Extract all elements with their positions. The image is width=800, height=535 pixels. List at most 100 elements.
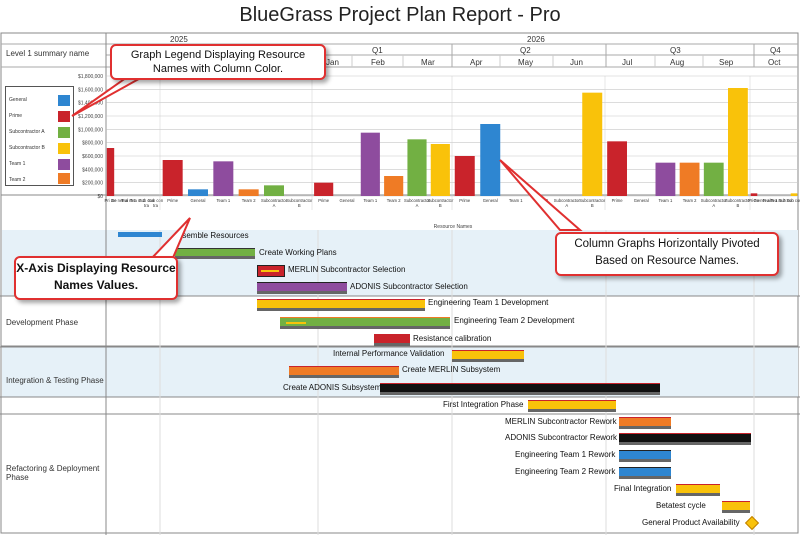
task-label-internal-validation: Internal Performance Validation xyxy=(333,349,445,358)
bar-internal-validation-base xyxy=(452,359,524,362)
x-tick-label: Subcontractor xyxy=(286,198,313,203)
legend-swatch-prime xyxy=(58,111,70,122)
task-label-adonis-selection: ADONIS Subcontractor Selection xyxy=(350,282,468,291)
x-tick-label: Prime xyxy=(612,198,624,203)
x-tick-label: Team 2 xyxy=(387,198,401,203)
bar-eng-team2-dev[interactable] xyxy=(280,317,450,327)
bar-final-integration-base xyxy=(676,493,720,496)
bar-eng-team2-dev-base xyxy=(280,326,450,329)
bar-betatest-cycle[interactable] xyxy=(722,501,750,511)
bar-create-working-plans-base xyxy=(175,256,255,259)
x-tick-label: Subcontractor xyxy=(427,198,454,203)
bar-first-integration[interactable] xyxy=(528,400,616,410)
chart-bar xyxy=(655,162,676,196)
bar-create-working-plans[interactable] xyxy=(175,248,255,257)
y-tick-label: $600,000 xyxy=(82,154,103,160)
x-tick-label: Prime xyxy=(459,198,471,203)
legend-label-general: General xyxy=(9,97,27,103)
bar-eng-team2-dev-progress xyxy=(286,322,306,324)
chart-bar xyxy=(607,141,627,196)
x-tick-label: General xyxy=(634,198,649,203)
bar-final-integration[interactable] xyxy=(676,484,720,494)
legend-label-team-1: Team 1 xyxy=(9,161,26,167)
phase-label-development: Development Phase xyxy=(6,318,79,327)
bar-internal-validation[interactable] xyxy=(452,350,524,360)
task-label-create-merlin: Create MERLIN Subsystem xyxy=(402,365,501,374)
task-label-eng-team1-dev: Engineering Team 1 Development xyxy=(428,298,549,307)
x-tick-label: Team 2 xyxy=(242,198,256,203)
x-tick-label: B xyxy=(737,203,740,208)
x-tick-label: tra xyxy=(153,203,159,208)
legend-swatch-team-2 xyxy=(58,173,70,184)
bar-eng-team1-rework-base xyxy=(619,459,671,462)
bar-eng-team1-rework[interactable] xyxy=(619,450,671,460)
chart-bar xyxy=(188,189,208,196)
x-tick-label: Ge ner al xyxy=(753,198,770,203)
x-axis-label: Resource Names xyxy=(434,224,473,230)
task-label-eng-team2-dev: Engineering Team 2 Development xyxy=(454,316,575,325)
x-tick-label: General xyxy=(340,198,355,203)
bar-create-merlin[interactable] xyxy=(289,366,399,376)
report-title: BlueGrass Project Plan Report - Pro xyxy=(239,4,561,26)
x-tick-label: Tea m 1 xyxy=(763,198,779,203)
month-label-jul: Jul xyxy=(622,58,633,67)
task-label-create-working-plans: Create Working Plans xyxy=(259,248,337,257)
x-tick-label: Tea m 2 xyxy=(130,198,146,203)
x-tick-label: Ge ner al xyxy=(111,198,128,203)
x-tick-label: Prime xyxy=(167,198,179,203)
x-tick-label: Subcontractor xyxy=(261,198,288,203)
x-tick-label: Subcontractor xyxy=(404,198,431,203)
x-tick-label: Team 1 xyxy=(216,198,230,203)
chart-bar xyxy=(790,193,798,196)
phase-label-integration: Integration & Testing Phase xyxy=(6,376,104,385)
month-label-sep: Sep xyxy=(719,58,734,67)
y-tick-label: $0 xyxy=(97,194,103,200)
bar-adonis-selection[interactable] xyxy=(257,282,347,292)
x-tick-label: Subcontractor xyxy=(579,198,606,203)
task-label-product-availability: General Product Availability xyxy=(642,518,740,527)
y-tick-label: $200,000 xyxy=(82,181,103,187)
bar-adonis-rework[interactable] xyxy=(619,433,751,443)
bar-assemble-resources[interactable] xyxy=(118,232,162,237)
bar-create-adonis-base xyxy=(380,392,660,395)
bar-create-adonis[interactable] xyxy=(380,383,660,393)
x-tick-label: Subcontractor xyxy=(554,198,581,203)
x-tick-label: Sub con xyxy=(778,198,794,203)
x-tick-label: Team 1 xyxy=(509,198,523,203)
bar-eng-team1-dev[interactable] xyxy=(257,299,425,309)
legend-swatch-subcontractor-b xyxy=(58,143,70,154)
task-label-merlin-rework: MERLIN Subcontractor Rework xyxy=(505,417,617,426)
chart-bar xyxy=(162,160,183,196)
legend-label-subcontractor-a: Subcontractor A xyxy=(9,129,45,135)
bar-merlin-rework[interactable] xyxy=(619,417,671,427)
bar-eng-team1-dev-base xyxy=(257,308,425,311)
task-label-first-integration: First Integration Phase xyxy=(443,400,524,409)
bar-adonis-rework-base xyxy=(619,442,751,445)
chart-bar xyxy=(679,162,700,196)
legend-label-team-2: Team 2 xyxy=(9,177,26,183)
bar-merlin-rework-base xyxy=(619,426,671,429)
chart-bar xyxy=(582,92,603,196)
legend-swatch-general xyxy=(58,95,70,106)
bar-resistance-calibration[interactable] xyxy=(374,334,410,343)
chart-bar xyxy=(213,161,234,196)
month-label-may: May xyxy=(518,58,534,67)
chart-bar xyxy=(238,189,259,196)
month-label-apr: Apr xyxy=(470,58,483,67)
bar-eng-team2-rework[interactable] xyxy=(619,467,671,477)
x-tick-label: Sub con xyxy=(139,198,155,203)
legend-swatch-team-1 xyxy=(58,159,70,170)
month-label-feb: Feb xyxy=(371,58,385,67)
legend-swatch-subcontractor-a xyxy=(58,127,70,138)
y-tick-label: $1,800,000 xyxy=(78,74,103,80)
x-tick-label: Pri me xyxy=(748,198,761,203)
x-tick-label: General xyxy=(191,198,206,203)
chart-bar xyxy=(728,88,748,196)
callout-legend-note: Graph Legend Displaying Resource Names w… xyxy=(110,44,326,80)
task-label-final-integration: Final Integration xyxy=(614,484,672,493)
legend-label-subcontractor-b: Subcontractor B xyxy=(9,145,45,151)
x-tick-label: Subcontractor xyxy=(725,198,752,203)
chart-bar xyxy=(454,156,475,196)
bar-resistance-calibration-base xyxy=(374,343,410,346)
